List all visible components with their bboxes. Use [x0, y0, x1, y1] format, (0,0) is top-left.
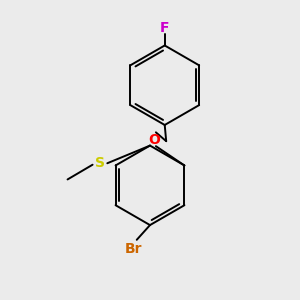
- Text: S: S: [95, 156, 105, 170]
- Text: F: F: [160, 21, 169, 35]
- Text: Br: Br: [125, 242, 142, 256]
- Text: O: O: [148, 133, 160, 147]
